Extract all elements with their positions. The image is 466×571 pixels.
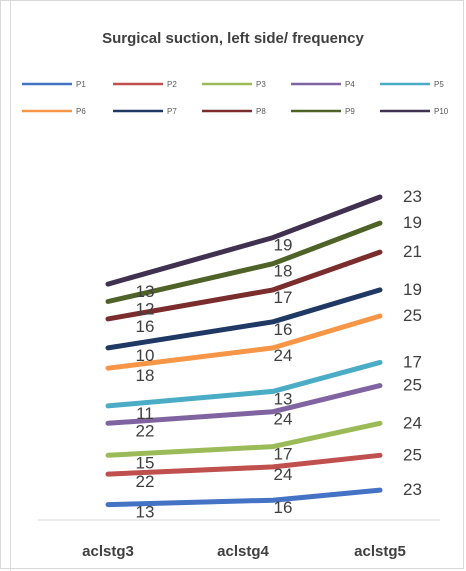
data-label-p2-aclstg5: 25 (403, 445, 422, 464)
data-label-p8-aclstg5: 21 (403, 242, 422, 261)
data-label-p1-aclstg4: 16 (274, 498, 293, 517)
data-label-p3-aclstg4: 17 (274, 445, 293, 464)
series-line-p2 (105, 452, 383, 477)
x-tick-aclstg4: aclstg4 (217, 543, 269, 560)
series-line-p6 (105, 313, 383, 371)
legend-label-p8: P8 (256, 107, 266, 116)
legend-label-p9: P9 (345, 107, 355, 116)
legend: P1 P2 P3 P4 P5 P6 P7 P8 P9 P10 (22, 80, 449, 116)
legend-label-p10: P10 (434, 107, 449, 116)
data-label-p10-aclstg3: 13 (136, 282, 155, 301)
x-tick-aclstg3: aclstg3 (82, 543, 134, 560)
series-line-p9 (105, 220, 383, 304)
data-label-p6-aclstg3: 18 (136, 366, 155, 385)
series-line-p7 (105, 287, 383, 351)
series-line-p3 (105, 420, 383, 458)
data-label-p2-aclstg4: 24 (274, 465, 293, 484)
data-label-p1-aclstg5: 23 (403, 480, 422, 499)
data-label-p4-aclstg4: 24 (274, 410, 293, 429)
data-label-p10-aclstg5: 23 (403, 187, 422, 206)
data-label-p9-aclstg4: 18 (274, 262, 293, 281)
data-label-p4-aclstg3: 22 (136, 421, 155, 440)
data-label-p8-aclstg4: 17 (274, 288, 293, 307)
series-line-p10 (105, 194, 383, 287)
legend-label-p6: P6 (76, 107, 86, 116)
x-axis: aclstg3 aclstg4 aclstg5 (38, 519, 440, 560)
series-line-p5 (105, 359, 383, 409)
data-label-p7-aclstg3: 10 (136, 346, 155, 365)
data-label-p2-aclstg3: 22 (136, 472, 155, 491)
data-label-p5-aclstg4: 13 (274, 389, 293, 408)
data-label-p7-aclstg5: 19 (403, 280, 422, 299)
series-line-p8 (105, 249, 383, 322)
data-label-p3-aclstg5: 24 (403, 413, 422, 432)
data-label-p10-aclstg4: 19 (274, 236, 293, 255)
frame-left-border (10, 0, 11, 571)
data-label-p9-aclstg3: 12 (136, 299, 155, 318)
data-label-p6-aclstg5: 25 (403, 306, 422, 325)
series-line-p4 (105, 383, 383, 426)
data-label-p5-aclstg5: 17 (403, 352, 422, 371)
data-label-p7-aclstg4: 16 (274, 320, 293, 339)
data-label-p5-aclstg3: 11 (136, 404, 154, 423)
legend-label-p4: P4 (345, 80, 355, 89)
legend-label-p2: P2 (167, 80, 177, 89)
data-label-p1-aclstg3: 13 (136, 503, 155, 522)
data-label-p9-aclstg5: 19 (403, 213, 422, 232)
chart-title: Surgical suction, left side/ frequency (102, 30, 364, 47)
legend-label-p1: P1 (76, 80, 86, 89)
series-line-p1 (105, 487, 383, 508)
legend-label-p5: P5 (434, 80, 444, 89)
data-label-p6-aclstg4: 24 (274, 346, 293, 365)
data-label-p8-aclstg3: 16 (136, 317, 155, 336)
data-label-p4-aclstg5: 25 (403, 376, 422, 395)
x-tick-aclstg5: aclstg5 (354, 543, 406, 560)
legend-label-p7: P7 (167, 107, 177, 116)
legend-label-p3: P3 (256, 80, 266, 89)
data-label-p3-aclstg3: 15 (136, 453, 155, 472)
